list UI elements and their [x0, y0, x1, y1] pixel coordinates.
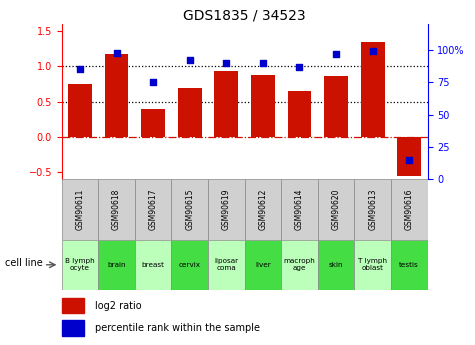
- Text: macroph
age: macroph age: [284, 258, 315, 271]
- Text: brain: brain: [107, 262, 126, 268]
- Bar: [208, 179, 245, 240]
- Title: GDS1835 / 34523: GDS1835 / 34523: [183, 9, 306, 23]
- Bar: [281, 240, 318, 290]
- Text: GSM90613: GSM90613: [368, 189, 377, 230]
- Bar: [397, 137, 421, 176]
- Point: [76, 67, 84, 72]
- Text: GSM90617: GSM90617: [149, 189, 158, 230]
- Text: log2 ratio: log2 ratio: [95, 301, 141, 311]
- Bar: [62, 298, 84, 313]
- Bar: [104, 54, 129, 137]
- Text: cervix: cervix: [179, 262, 201, 268]
- Text: cell line: cell line: [5, 258, 42, 268]
- Point: [149, 80, 157, 85]
- Bar: [171, 179, 208, 240]
- Point: [405, 157, 413, 163]
- Text: GSM90619: GSM90619: [222, 189, 231, 230]
- Bar: [98, 179, 135, 240]
- Text: GSM90620: GSM90620: [332, 189, 341, 230]
- Bar: [62, 320, 84, 336]
- Text: GSM90618: GSM90618: [112, 189, 121, 230]
- Bar: [135, 179, 171, 240]
- Text: liposar
coma: liposar coma: [214, 258, 238, 271]
- Bar: [318, 240, 354, 290]
- Bar: [287, 91, 312, 137]
- Bar: [391, 240, 428, 290]
- Bar: [62, 240, 98, 290]
- Text: T lymph
oblast: T lymph oblast: [358, 258, 387, 271]
- Bar: [135, 240, 171, 290]
- Bar: [245, 179, 281, 240]
- Text: GSM90616: GSM90616: [405, 189, 414, 230]
- Bar: [98, 240, 135, 290]
- Bar: [68, 84, 92, 137]
- Bar: [361, 42, 385, 137]
- Text: testis: testis: [399, 262, 419, 268]
- Bar: [62, 179, 98, 240]
- Bar: [245, 240, 281, 290]
- Bar: [324, 76, 348, 137]
- Point: [259, 60, 267, 66]
- Text: GSM90612: GSM90612: [258, 189, 267, 230]
- Point: [295, 64, 304, 70]
- Text: percentile rank within the sample: percentile rank within the sample: [95, 323, 260, 333]
- Text: GSM90611: GSM90611: [76, 189, 85, 230]
- Bar: [354, 179, 391, 240]
- Point: [186, 58, 194, 63]
- Text: GSM90615: GSM90615: [185, 189, 194, 230]
- Bar: [354, 240, 391, 290]
- Text: B lymph
ocyte: B lymph ocyte: [65, 258, 95, 271]
- Text: breast: breast: [142, 262, 165, 268]
- Bar: [391, 179, 428, 240]
- Bar: [171, 240, 208, 290]
- Point: [369, 49, 377, 54]
- Text: liver: liver: [255, 262, 271, 268]
- Bar: [141, 109, 165, 137]
- Point: [113, 50, 121, 55]
- Point: [332, 51, 340, 57]
- Bar: [178, 88, 202, 137]
- Bar: [208, 240, 245, 290]
- Point: [222, 60, 230, 66]
- Text: skin: skin: [329, 262, 343, 268]
- Bar: [281, 179, 318, 240]
- Bar: [251, 75, 275, 137]
- Bar: [214, 71, 238, 137]
- Text: GSM90614: GSM90614: [295, 189, 304, 230]
- Bar: [318, 179, 354, 240]
